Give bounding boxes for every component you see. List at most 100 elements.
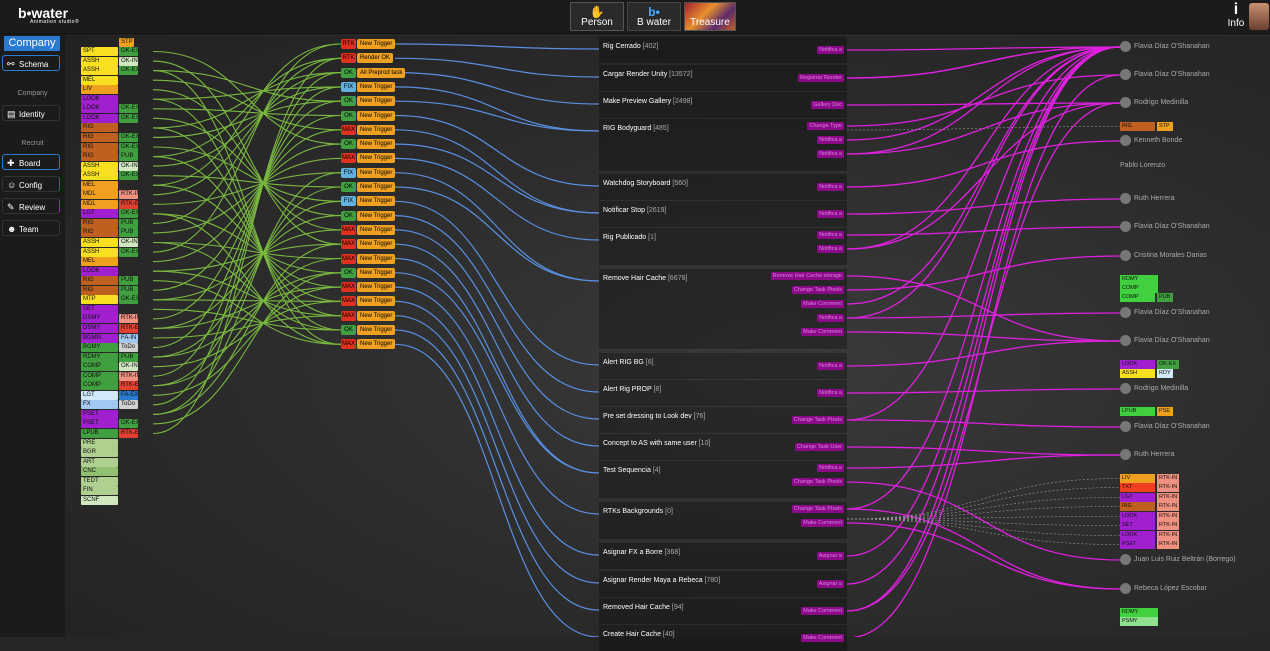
- trigger-node[interactable]: OK New Trigger: [341, 139, 396, 150]
- trigger-node[interactable]: OK New Trigger: [341, 267, 396, 278]
- avatar[interactable]: [1249, 3, 1269, 30]
- type-tag[interactable]: RIG: [1120, 502, 1155, 511]
- action-tag[interactable]: Notifica a: [817, 231, 844, 239]
- person-row[interactable]: Rebeca López Escobar: [1120, 582, 1207, 596]
- type-tag[interactable]: RIG: [1120, 122, 1155, 131]
- trigger-node[interactable]: RTK New Trigger: [341, 39, 396, 49]
- type-tag[interactable]: COMP: [81, 371, 118, 381]
- type-tag[interactable]: ASSH: [81, 171, 118, 181]
- state-tag[interactable]: RTK-IN: [119, 314, 138, 324]
- type-tag[interactable]: LOOK: [1120, 512, 1155, 521]
- trigger-node[interactable]: MAX New Trigger: [341, 339, 396, 350]
- type-tag[interactable]: RIG: [81, 123, 118, 133]
- state-tag[interactable]: OK-EX: [119, 171, 138, 181]
- action-tag[interactable]: Registrar Render: [798, 74, 844, 82]
- type-tag[interactable]: SET: [1120, 521, 1155, 530]
- action-tag[interactable]: Make Comment: [801, 634, 844, 642]
- type-tag[interactable]: ASSH: [81, 238, 118, 247]
- bwater-logo[interactable]: b•water Animation studio®: [18, 5, 80, 25]
- tab-person[interactable]: ✋ Person: [570, 2, 624, 31]
- action-tag[interactable]: Change Task Pixels: [791, 286, 844, 294]
- state-tag[interactable]: RTK-EX: [119, 429, 138, 438]
- type-tag[interactable]: MDL: [81, 190, 118, 200]
- person-row[interactable]: Rodrigo Medinilla: [1120, 382, 1188, 396]
- state-tag[interactable]: OK-EX: [119, 113, 138, 123]
- automation-block[interactable]: RTKs Backgrounds [0] Change Task Pixels Ma…: [599, 502, 847, 539]
- state-tag[interactable]: FA-EX: [119, 390, 138, 400]
- automation-block[interactable]: Remove Hair Cache [6678] Remove Hair Cach…: [599, 269, 847, 349]
- trigger-node[interactable]: RTK Render OK: [341, 53, 394, 64]
- state-tag[interactable]: ToDo: [119, 400, 138, 410]
- person-row[interactable]: Flavia Díaz O'Shanahan: [1120, 420, 1210, 434]
- action-tag[interactable]: Notifica a: [817, 362, 844, 370]
- type-tag[interactable]: TXT: [1120, 483, 1155, 492]
- automation-block[interactable]: Notificar Stop [2619] Notifica a: [599, 201, 847, 227]
- type-tag[interactable]: MEL: [81, 75, 118, 85]
- state-tag[interactable]: OK-EX: [119, 247, 138, 257]
- state-tag[interactable]: PSE: [1157, 407, 1173, 416]
- trigger-node[interactable]: MAX New Trigger: [341, 296, 396, 307]
- automation-block[interactable]: Rig Publicado [1] Notifica a Notifica a: [599, 228, 847, 265]
- type-tag[interactable]: RIG: [81, 142, 118, 152]
- type-tag[interactable]: MEL: [81, 180, 118, 190]
- type-tag[interactable]: BGMY: [81, 343, 118, 353]
- type-tag[interactable]: BGMN: [81, 333, 118, 343]
- action-tag[interactable]: Asignar a: [816, 552, 844, 560]
- type-tag[interactable]: CNC: [81, 467, 118, 477]
- schema-button[interactable]: ⚯ Schema: [2, 55, 60, 71]
- trigger-node[interactable]: OK New Trigger: [341, 182, 396, 192]
- state-tag[interactable]: OK-IN: [119, 362, 138, 372]
- automation-block[interactable]: Make Preview Gallery [2498] Gallery Doc: [599, 92, 847, 118]
- trigger-node[interactable]: MAX New Trigger: [341, 239, 396, 250]
- type-tag[interactable]: SCNF: [81, 495, 118, 505]
- state-tag[interactable]: RTK-IN: [1157, 483, 1179, 492]
- state-tag[interactable]: OK-EX: [1157, 360, 1179, 369]
- type-tag[interactable]: RIG: [81, 276, 118, 286]
- type-tag[interactable]: LGT: [1120, 493, 1155, 502]
- trigger-node[interactable]: FIX New Trigger: [341, 167, 396, 178]
- action-tag[interactable]: Notifica a: [817, 136, 844, 144]
- trigger-node[interactable]: OK New Trigger: [341, 325, 396, 335]
- trigger-node[interactable]: MAX New Trigger: [341, 153, 396, 164]
- action-tag[interactable]: Make Comment: [801, 300, 844, 308]
- schema-canvas[interactable]: STP SPT OK-EX ASSH OK-IN ASSH OK-EX MEL LIV LOOK L…: [65, 34, 1270, 651]
- action-tag[interactable]: Change Task Pixels: [791, 478, 844, 486]
- person-row[interactable]: Flavia Díaz O'Shanahan: [1120, 306, 1210, 320]
- type-tag[interactable]: BGR: [81, 448, 118, 458]
- state-tag[interactable]: RTK-IN: [1157, 502, 1179, 511]
- automation-block[interactable]: Asignar Render Maya a Rebeca [780] Asigna…: [599, 571, 847, 597]
- state-tag[interactable]: RTK-IN: [1157, 493, 1179, 502]
- action-tag[interactable]: Notifica a: [817, 150, 844, 158]
- state-tag[interactable]: RTK-EX: [119, 199, 138, 209]
- type-tag[interactable]: RIG: [81, 152, 118, 162]
- state-tag[interactable]: OK-IN: [119, 238, 138, 247]
- type-tag[interactable]: LOOK: [81, 266, 118, 276]
- action-tag[interactable]: Gallery Doc: [811, 101, 844, 109]
- person-row[interactable]: Cristina Morales Darias: [1120, 249, 1207, 263]
- state-tag[interactable]: PUB: [119, 228, 138, 238]
- type-tag[interactable]: ASSH: [1120, 369, 1155, 378]
- type-tag[interactable]: PSMY: [1120, 617, 1158, 626]
- tab-b-water[interactable]: b• B water: [627, 2, 681, 31]
- company-button[interactable]: Company: [4, 36, 60, 51]
- state-tag[interactable]: RTK-IN: [1157, 531, 1179, 540]
- type-tag[interactable]: RDMY: [1120, 275, 1158, 284]
- info-button[interactable]: i Info: [1225, 2, 1247, 31]
- type-tag[interactable]: RDMY: [1120, 608, 1158, 617]
- action-tag[interactable]: Make Comment: [801, 519, 844, 527]
- type-tag[interactable]: PRE: [81, 438, 118, 448]
- person-row[interactable]: Flavia Díaz O'Shanahan: [1120, 220, 1210, 234]
- type-tag[interactable]: DSMY: [81, 323, 118, 333]
- action-tag[interactable]: Change Task User: [794, 443, 844, 451]
- automation-block[interactable]: RIG Bodyguard [485] Change Type Notifica a…: [599, 119, 847, 171]
- trigger-node[interactable]: MAX New Trigger: [341, 124, 396, 135]
- type-tag[interactable]: FX: [81, 400, 118, 410]
- type-tag[interactable]: MTP: [81, 295, 118, 305]
- type-tag[interactable]: ASSH: [81, 247, 118, 257]
- trigger-node[interactable]: FIX New Trigger: [341, 81, 396, 92]
- type-tag[interactable]: LOOK: [81, 113, 118, 123]
- action-tag[interactable]: Remove Hair Cache storage: [770, 272, 844, 280]
- type-tag[interactable]: RIG: [81, 285, 118, 295]
- type-tag[interactable]: ASSH: [81, 56, 118, 66]
- type-tag[interactable]: LOOK: [81, 94, 118, 104]
